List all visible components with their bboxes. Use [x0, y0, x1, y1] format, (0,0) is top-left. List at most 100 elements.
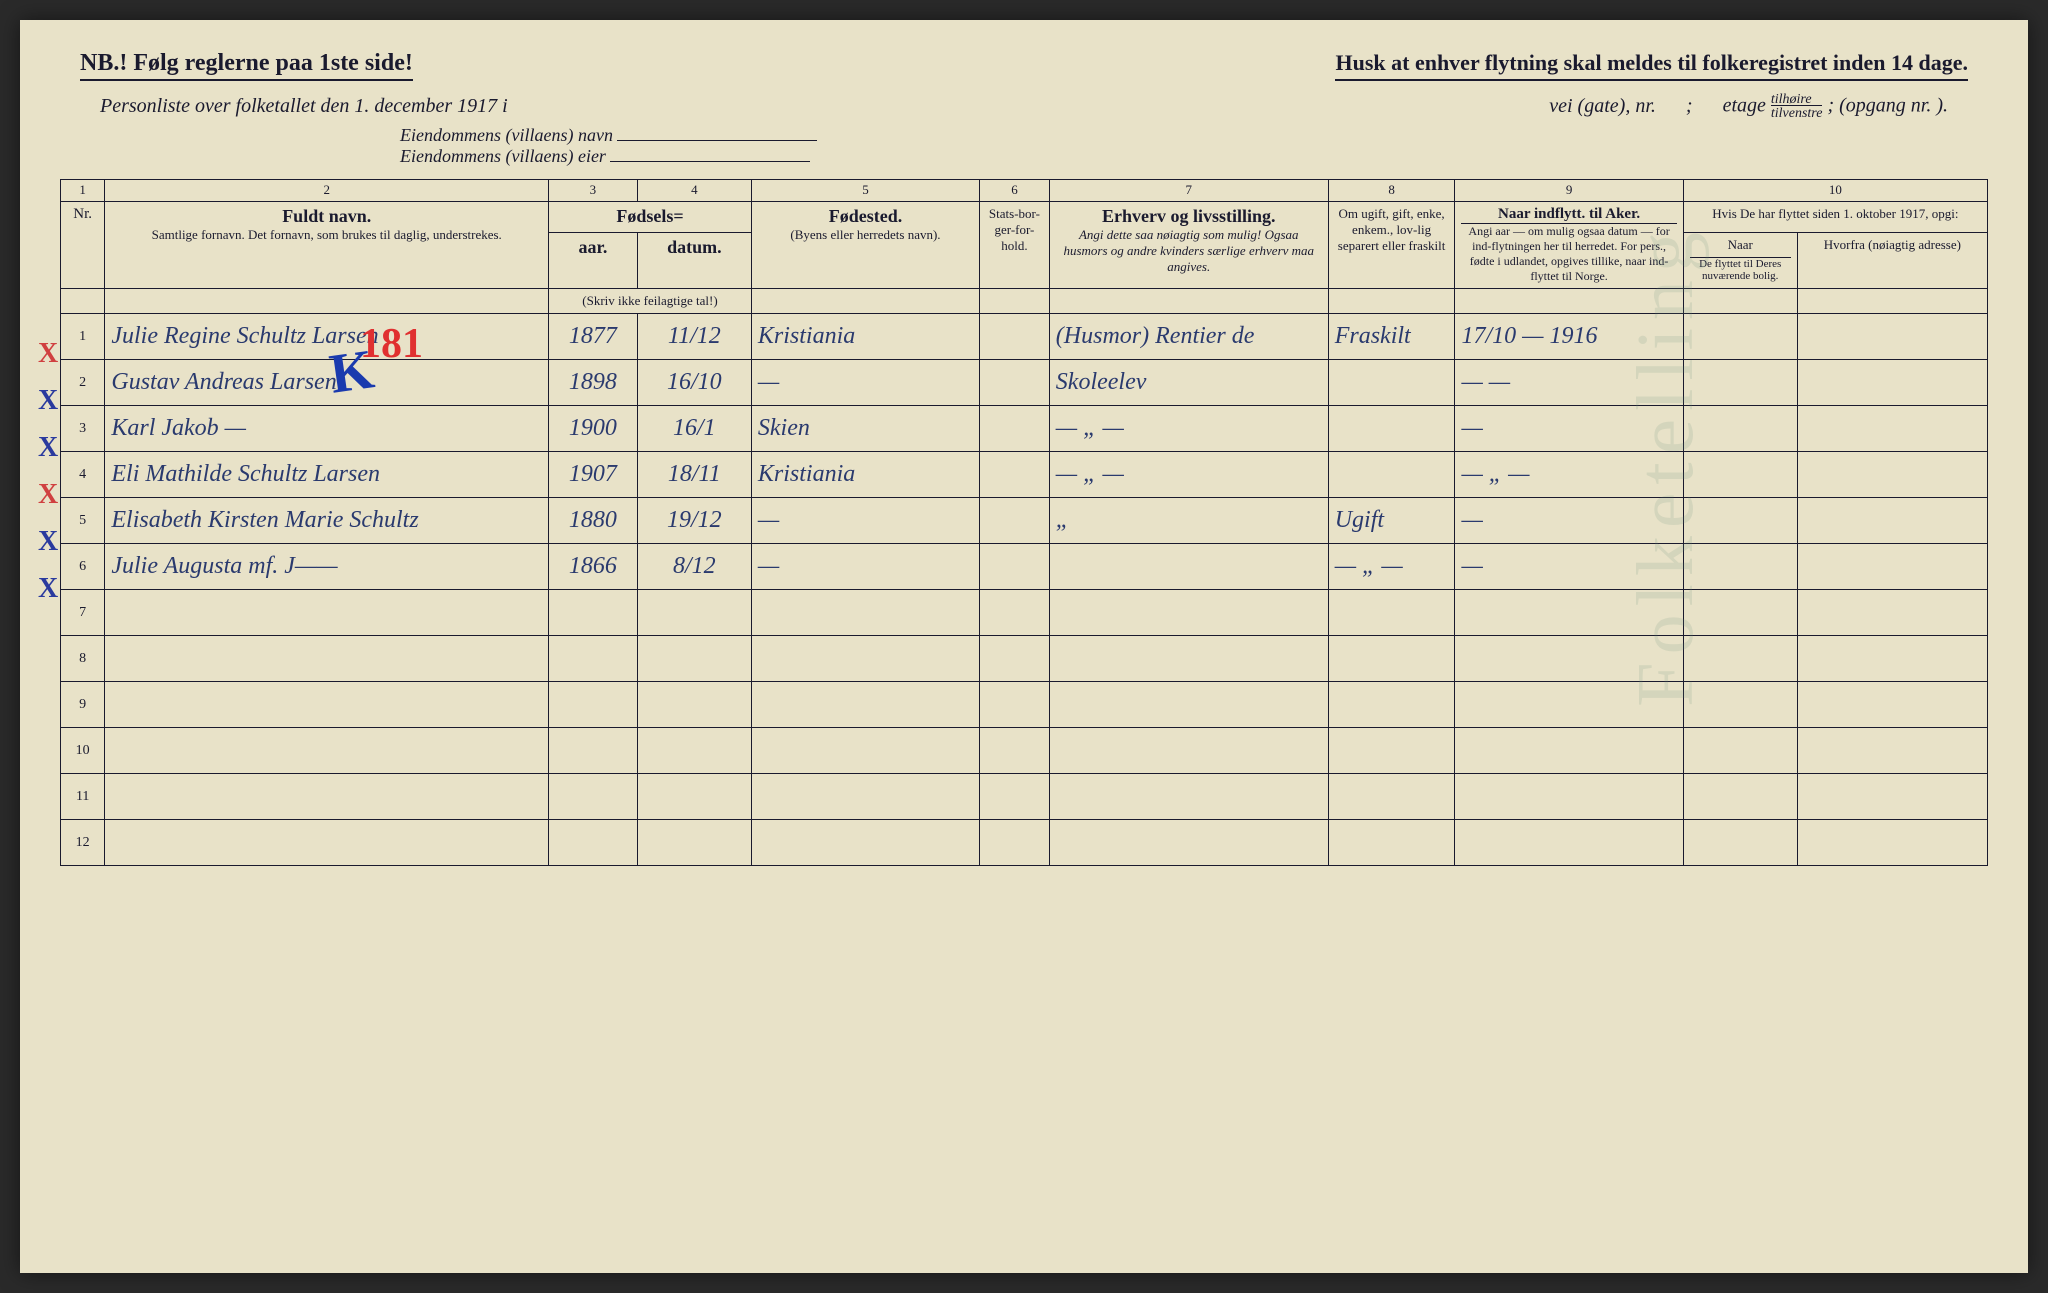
- table-row: 5 Elisabeth Kirsten Marie Schultz 1880 1…: [61, 498, 1988, 544]
- x-mark: X: [38, 432, 58, 464]
- x-mark: X: [38, 385, 58, 417]
- cell-date: [637, 590, 751, 636]
- cell-name: [105, 636, 549, 682]
- cell-moved: [1455, 590, 1683, 636]
- cell-year: 1866: [549, 544, 638, 590]
- cell-birthplace: Skien: [751, 406, 979, 452]
- colnum-2: 2: [105, 180, 549, 202]
- cell-moved: 17/10 — 1916: [1455, 314, 1683, 360]
- cell-birthplace: [751, 636, 979, 682]
- cell-marital: Fraskilt: [1328, 314, 1455, 360]
- header-erhverv: Erhverv og livsstilling. Angi dette saa …: [1049, 202, 1328, 289]
- cell-year: [549, 682, 638, 728]
- header-fodsels: Fødsels=: [549, 202, 752, 233]
- header-naar: Naar De flyttet til Deres nuværende boli…: [1683, 233, 1797, 289]
- cell-year: [549, 820, 638, 866]
- column-title-row: Nr. Fuldt navn. Samtlige fornavn. Det fo…: [61, 202, 1988, 233]
- cell-hvorfra: [1797, 682, 1987, 728]
- cell-birthplace: [751, 682, 979, 728]
- header-marital: Om ugift, gift, enke, enkem., lov-lig se…: [1328, 202, 1455, 289]
- cell-naar: [1683, 314, 1797, 360]
- cell-naar: [1683, 360, 1797, 406]
- cell-birthplace: [751, 728, 979, 774]
- cell-date: 8/12: [637, 544, 751, 590]
- cell-stats: [980, 682, 1050, 728]
- table-row: 1 Julie Regine Schultz Larsen 1877 11/12…: [61, 314, 1988, 360]
- cell-occupation: [1049, 590, 1328, 636]
- cell-date: 16/10: [637, 360, 751, 406]
- header-hvorfra: Hvorfra (nøiagtig adresse): [1797, 233, 1987, 289]
- cell-moved: [1455, 682, 1683, 728]
- cell-hvorfra: [1797, 774, 1987, 820]
- cell-moved: [1455, 820, 1683, 866]
- header-stats: Stats-bor-ger-for-hold.: [980, 202, 1050, 289]
- cell-name: Elisabeth Kirsten Marie Schultz: [105, 498, 549, 544]
- cell-name: Julie Regine Schultz Larsen: [105, 314, 549, 360]
- cell-nr: 2: [61, 360, 105, 406]
- cell-hvorfra: [1797, 728, 1987, 774]
- cell-name: [105, 820, 549, 866]
- cell-naar: [1683, 820, 1797, 866]
- table-row: 10: [61, 728, 1988, 774]
- cell-nr: 4: [61, 452, 105, 498]
- cell-marital: [1328, 682, 1455, 728]
- header-name: Fuldt navn. Samtlige fornavn. Det fornav…: [105, 202, 549, 289]
- cell-naar: [1683, 544, 1797, 590]
- header-nr: Nr.: [61, 202, 105, 289]
- cell-moved: — —: [1455, 360, 1683, 406]
- table-header: 1 2 3 4 5 6 7 8 9 10 Nr. Fuldt navn. Sam…: [61, 180, 1988, 314]
- cell-year: 1900: [549, 406, 638, 452]
- cell-year: 1907: [549, 452, 638, 498]
- table-row: 8: [61, 636, 1988, 682]
- cell-date: [637, 682, 751, 728]
- cell-naar: [1683, 636, 1797, 682]
- colnum-1: 1: [61, 180, 105, 202]
- eiendom-eier-row: Eiendommens (villaens) eier: [60, 146, 1988, 167]
- skriv-row: (Skriv ikke feilagtige tal!): [61, 289, 1988, 314]
- cell-occupation: [1049, 636, 1328, 682]
- cell-nr: 12: [61, 820, 105, 866]
- colnum-9: 9: [1455, 180, 1683, 202]
- cell-stats: [980, 314, 1050, 360]
- cell-name: [105, 682, 549, 728]
- x-mark: X: [38, 338, 58, 370]
- cell-birthplace: [751, 774, 979, 820]
- cell-nr: 6: [61, 544, 105, 590]
- cell-marital: [1328, 406, 1455, 452]
- cell-name: Gustav Andreas Larsen: [105, 360, 549, 406]
- header-fodested: Fødested. (Byens eller herredets navn).: [751, 202, 979, 289]
- cell-occupation: — „ —: [1049, 406, 1328, 452]
- cell-stats: [980, 590, 1050, 636]
- cell-occupation: [1049, 820, 1328, 866]
- table-row: 12: [61, 820, 1988, 866]
- x-mark: X: [38, 526, 58, 558]
- cell-stats: [980, 360, 1050, 406]
- header-datum: datum.: [637, 233, 751, 289]
- cell-occupation: — „ —: [1049, 452, 1328, 498]
- cell-occupation: [1049, 774, 1328, 820]
- cell-moved: [1455, 728, 1683, 774]
- cell-name: Julie Augusta mf. J——: [105, 544, 549, 590]
- cell-date: 19/12: [637, 498, 751, 544]
- census-form-page: NB.! Følg reglerne paa 1ste side! Husk a…: [20, 20, 2028, 1273]
- cell-occupation: [1049, 682, 1328, 728]
- cell-date: 11/12: [637, 314, 751, 360]
- cell-hvorfra: [1797, 590, 1987, 636]
- cell-hvorfra: [1797, 452, 1987, 498]
- cell-naar: [1683, 728, 1797, 774]
- cell-naar: [1683, 406, 1797, 452]
- personliste-label: Personliste over folketallet den 1. dece…: [100, 95, 508, 118]
- cell-marital: [1328, 774, 1455, 820]
- cell-name: Eli Mathilde Schultz Larsen: [105, 452, 549, 498]
- colnum-8: 8: [1328, 180, 1455, 202]
- cell-date: 16/1: [637, 406, 751, 452]
- cell-marital: — „ —: [1328, 544, 1455, 590]
- cell-year: 1898: [549, 360, 638, 406]
- cell-marital: [1328, 636, 1455, 682]
- cell-stats: [980, 452, 1050, 498]
- cell-naar: [1683, 590, 1797, 636]
- header-aar: aar.: [549, 233, 638, 289]
- header-row-2: Personliste over folketallet den 1. dece…: [60, 89, 1988, 125]
- table-row: 11: [61, 774, 1988, 820]
- table-body: 1 Julie Regine Schultz Larsen 1877 11/12…: [61, 314, 1988, 866]
